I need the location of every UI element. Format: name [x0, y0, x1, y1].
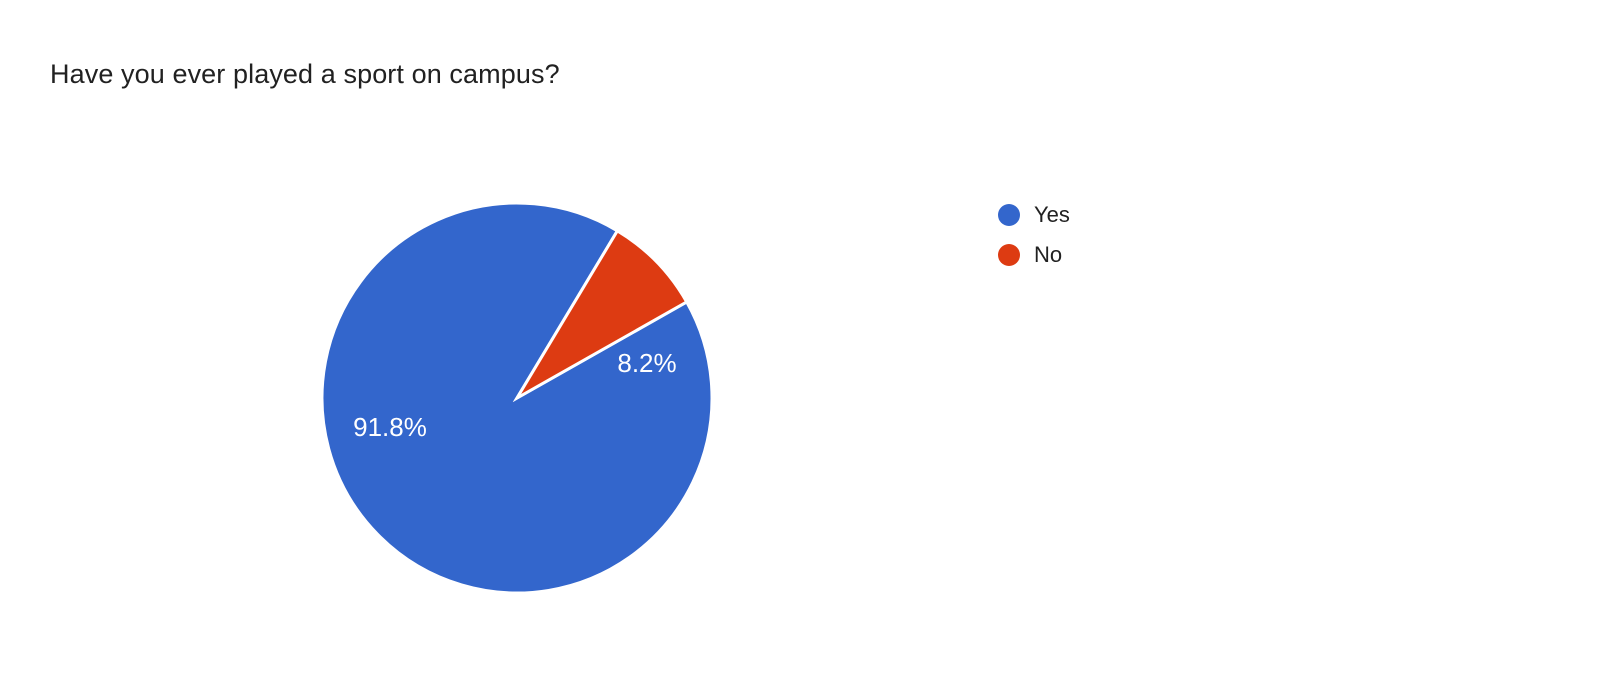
legend-label-yes: Yes — [1034, 202, 1070, 227]
legend-item-no[interactable]: No — [998, 238, 1070, 272]
legend-swatch-no-circle-icon — [998, 244, 1020, 266]
chart-legend: Yes No — [998, 198, 1070, 272]
chart-title: Have you ever played a sport on campus? — [50, 59, 560, 89]
legend-label-no: No — [1034, 242, 1063, 267]
pie-slice-label-yes: 91.8% — [353, 412, 427, 442]
legend-item-yes[interactable]: Yes — [998, 198, 1070, 232]
pie-slice-label-no: 8.2% — [617, 348, 676, 378]
pie-slice-no[interactable] — [512, 228, 689, 403]
legend-swatch-yes-circle-icon — [998, 204, 1020, 226]
